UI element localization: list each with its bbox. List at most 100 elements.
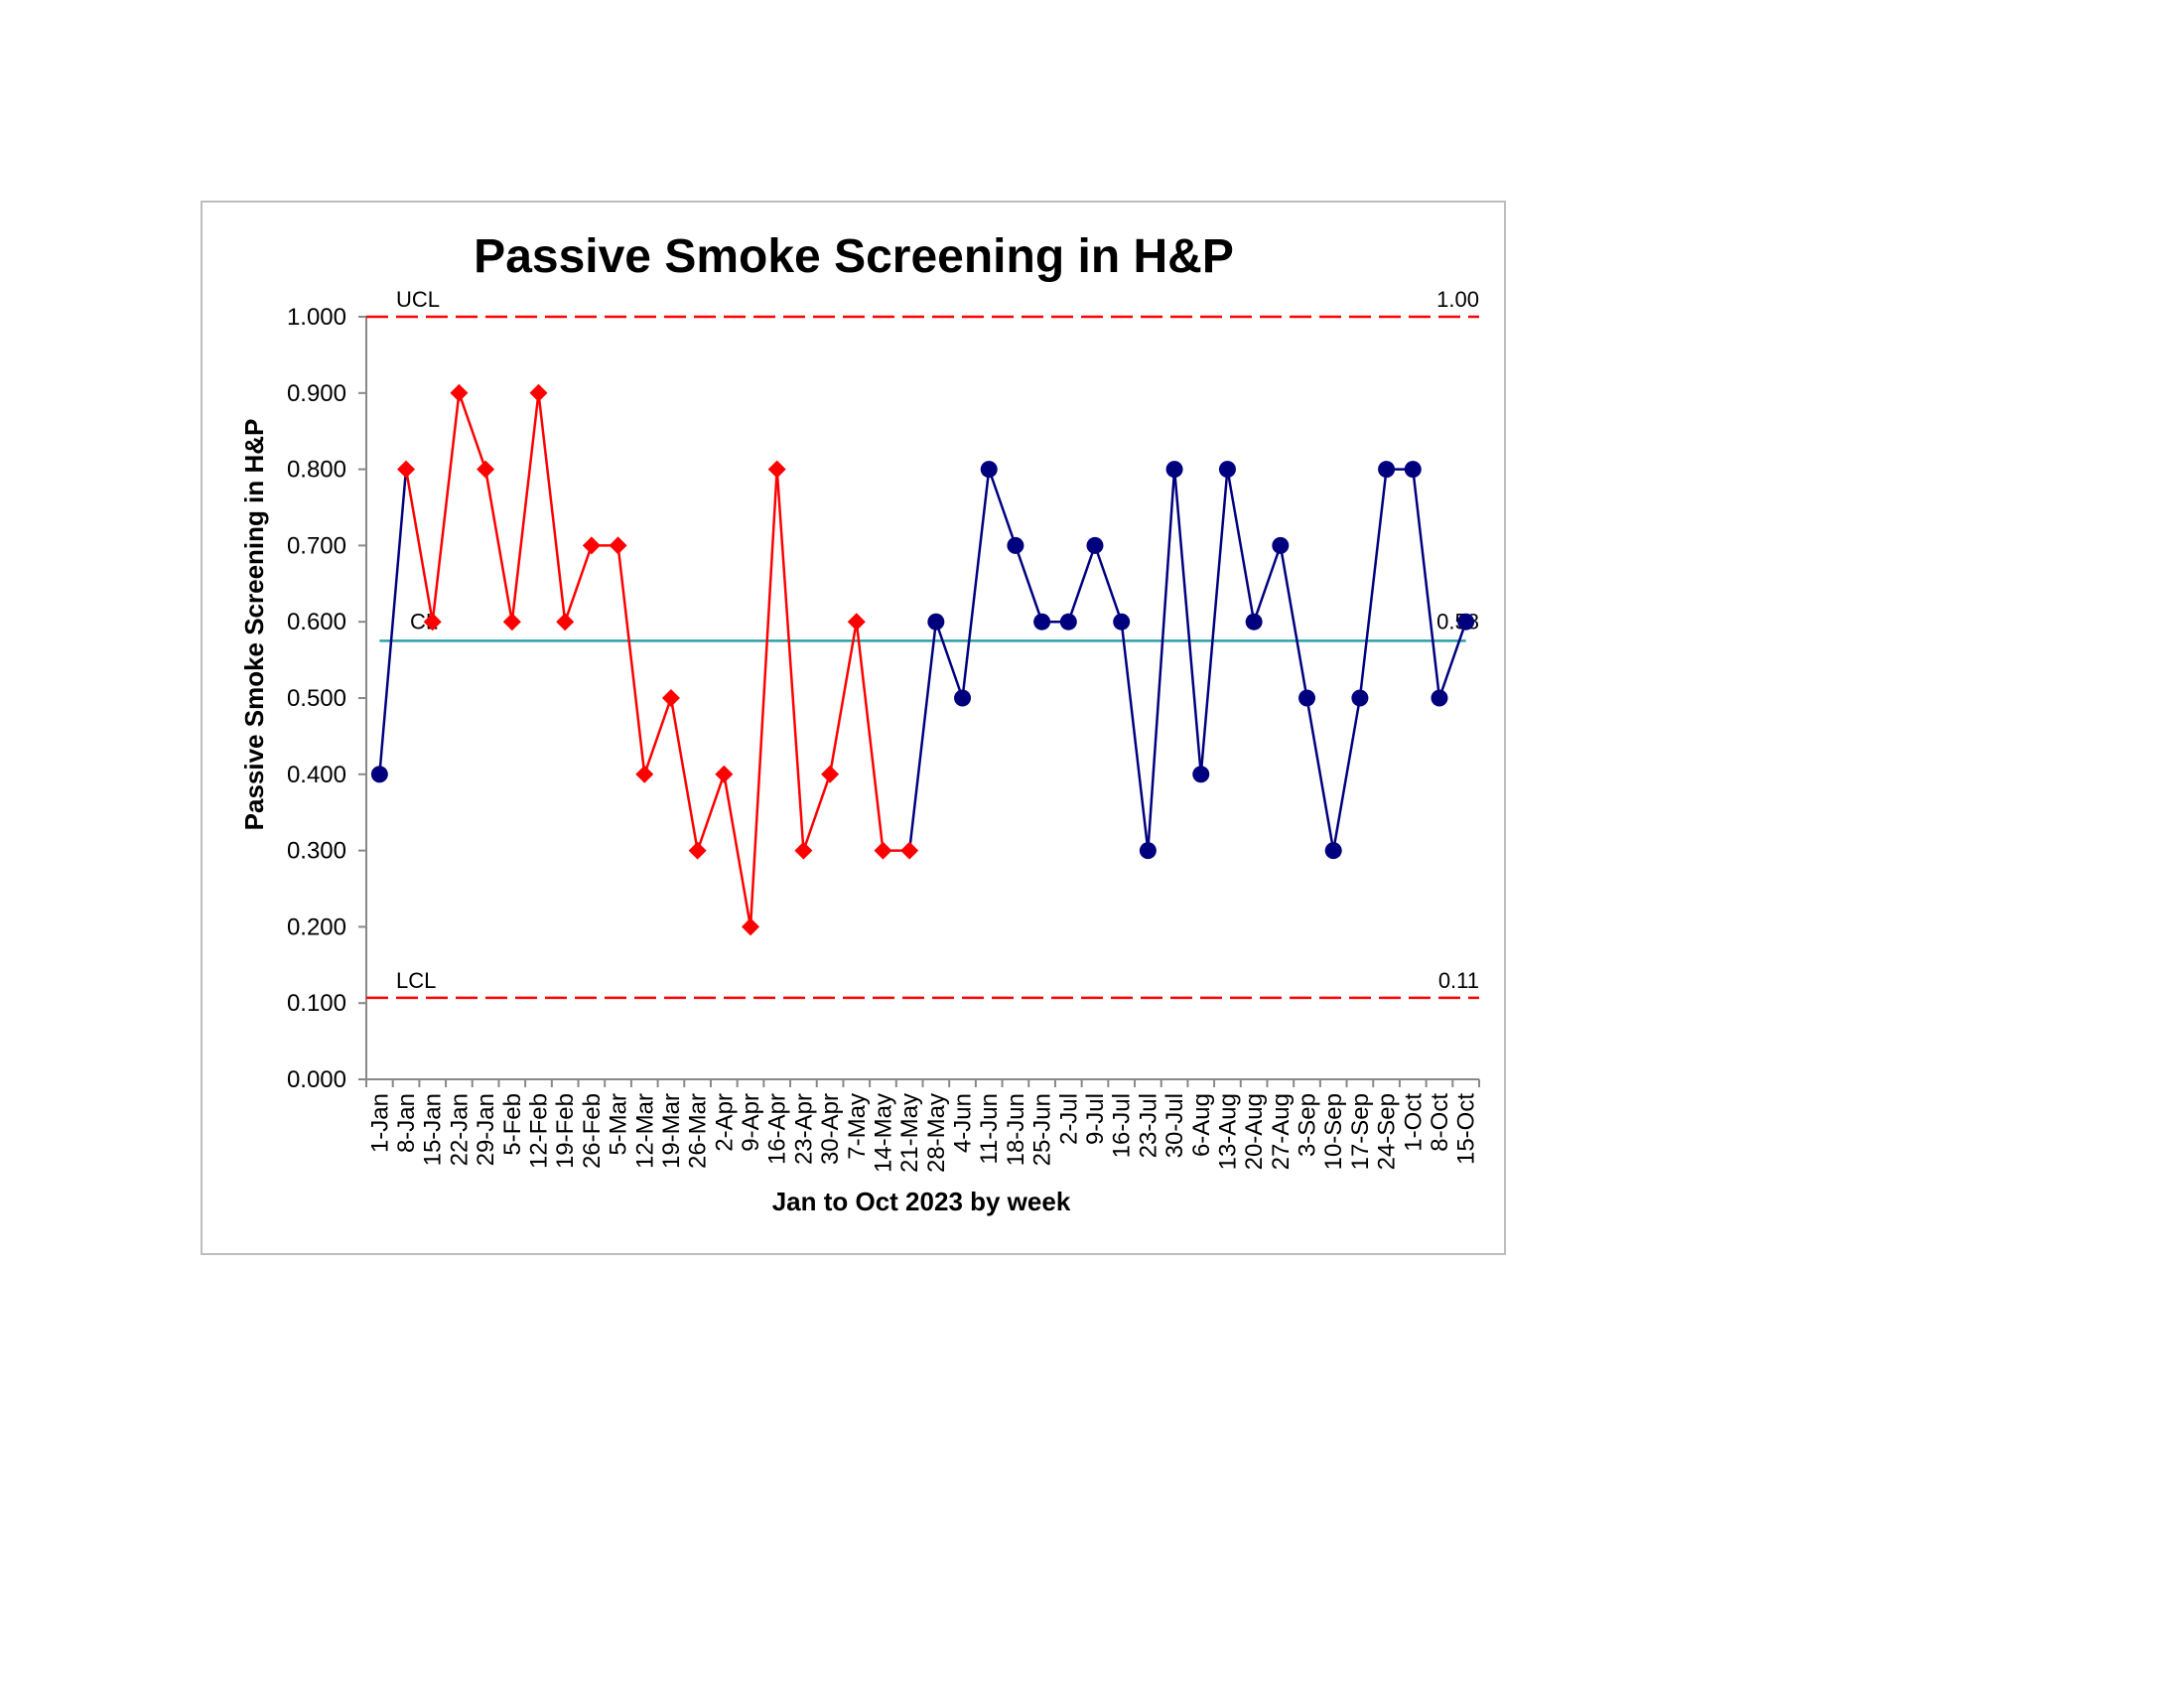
lcl-value-label: 0.11 xyxy=(1438,968,1479,993)
series-segment xyxy=(1358,469,1388,699)
x-tick-label: 5-Mar xyxy=(606,1093,632,1156)
signal-series-segment xyxy=(775,469,805,851)
data-point xyxy=(1007,536,1024,554)
series-segment xyxy=(378,469,408,774)
series-segment xyxy=(1437,621,1467,699)
signal-point xyxy=(635,765,654,783)
y-tick-label: 0.100 xyxy=(287,990,346,1017)
data-point xyxy=(1431,689,1448,707)
series-segment xyxy=(1226,469,1256,623)
signal-series-segment xyxy=(458,392,487,471)
series-segment xyxy=(1067,544,1097,623)
data-point xyxy=(370,766,388,783)
series-segment xyxy=(1172,469,1202,774)
x-tick-label: 17-Sep xyxy=(1347,1093,1374,1170)
data-point xyxy=(1192,766,1210,783)
x-tick-label: 26-Mar xyxy=(685,1093,712,1169)
data-point xyxy=(1113,613,1131,631)
x-tick-label: 14-May xyxy=(870,1093,896,1173)
signal-series-segment xyxy=(802,774,832,852)
signal-series-segment xyxy=(855,622,885,851)
data-point xyxy=(1272,536,1290,554)
series-segment xyxy=(1120,622,1150,851)
data-point xyxy=(1139,842,1157,860)
plot-area: 0.000 0.100 0.200 0.300 0.400 0.500 0.600 0.700… xyxy=(287,287,1480,1173)
x-tick-label: 25-Jun xyxy=(1029,1093,1056,1166)
y-tick-label: 1.000 xyxy=(287,304,346,331)
signal-series-segment xyxy=(404,469,434,623)
signal-point xyxy=(821,765,840,783)
ucl-label: UCL xyxy=(396,287,440,312)
series-segment xyxy=(1147,469,1176,851)
x-tick-label: 18-Jun xyxy=(1003,1093,1029,1166)
signal-point xyxy=(900,841,919,860)
ucl-value-label: 1.00 xyxy=(1436,287,1479,312)
x-tick-label: 4-Jun xyxy=(950,1093,977,1153)
signal-point xyxy=(582,536,601,555)
data-point xyxy=(1298,689,1316,707)
x-tick-label: 30-Apr xyxy=(817,1093,844,1165)
signal-point xyxy=(609,536,627,555)
series-segment xyxy=(1305,697,1335,851)
x-tick-label: 10-Sep xyxy=(1320,1093,1347,1170)
data-point xyxy=(1086,536,1104,554)
y-tick-label: 0.700 xyxy=(287,532,346,559)
x-tick-label: 15-Jan xyxy=(420,1093,447,1166)
series-segment xyxy=(1252,544,1283,623)
y-tick-label: 0.400 xyxy=(287,762,346,788)
signal-series-segment xyxy=(828,621,859,775)
data-point xyxy=(1324,842,1342,860)
x-tick-label: 26-Feb xyxy=(579,1093,606,1169)
y-tick-label: 0.300 xyxy=(287,838,346,865)
x-tick-label: 29-Jan xyxy=(473,1093,499,1166)
data-point xyxy=(1245,613,1263,631)
x-tick-label: 1-Jan xyxy=(366,1093,393,1153)
series-segment xyxy=(988,469,1018,546)
series-segment xyxy=(1014,544,1043,623)
x-tick-label: 8-Jan xyxy=(393,1093,420,1153)
y-tick-label: 0.900 xyxy=(287,380,346,407)
signal-series-segment xyxy=(563,544,594,623)
signal-point xyxy=(556,613,575,632)
x-tick-label: 7-May xyxy=(844,1093,871,1160)
data-point xyxy=(927,613,945,631)
data-point xyxy=(1059,613,1077,631)
series-segment xyxy=(934,621,964,699)
signal-series-segment xyxy=(510,392,540,623)
signal-series-segment xyxy=(643,697,673,775)
x-tick-label: 13-Aug xyxy=(1214,1093,1241,1170)
signal-series-segment xyxy=(749,469,778,927)
series-segment xyxy=(1331,697,1362,851)
series-segment xyxy=(1279,545,1308,699)
x-tick-label: 9-Jul xyxy=(1082,1093,1109,1145)
x-tick-label: 20-Aug xyxy=(1241,1093,1268,1170)
lcl-label: LCL xyxy=(396,968,436,993)
y-tick-label: 0.800 xyxy=(287,457,346,484)
chart-title: Passive Smoke Screening in H&P xyxy=(474,230,1234,283)
x-tick-label: 15-Oct xyxy=(1453,1093,1480,1165)
x-tick-label: 12-Feb xyxy=(525,1093,552,1169)
signal-series-segment xyxy=(669,697,699,851)
signal-point xyxy=(715,765,734,783)
control-chart: Passive Smoke Screening in H&P Passive S… xyxy=(239,230,1480,1216)
x-tick-label: 12-Mar xyxy=(631,1093,658,1169)
x-tick-label: 2-Jul xyxy=(1055,1093,1082,1145)
x-tick-label: 1-Oct xyxy=(1400,1093,1427,1152)
series-segment xyxy=(1412,469,1441,699)
series-segment xyxy=(1093,544,1123,623)
data-point xyxy=(1378,461,1396,479)
signal-series-segment xyxy=(537,392,567,623)
signal-point xyxy=(661,689,680,707)
data-point xyxy=(1033,613,1051,631)
signal-point xyxy=(847,613,866,632)
signal-point xyxy=(794,841,813,860)
y-axis-title: Passive Smoke Screening in H&P xyxy=(239,419,269,831)
signal-point xyxy=(767,460,786,479)
signal-point xyxy=(397,460,416,479)
x-tick-label: 9-Apr xyxy=(738,1093,764,1152)
data-point xyxy=(1218,461,1236,479)
signal-point xyxy=(688,841,707,860)
x-tick-label: 22-Jan xyxy=(446,1093,473,1166)
signal-point xyxy=(477,460,495,479)
series-segment xyxy=(961,469,991,699)
